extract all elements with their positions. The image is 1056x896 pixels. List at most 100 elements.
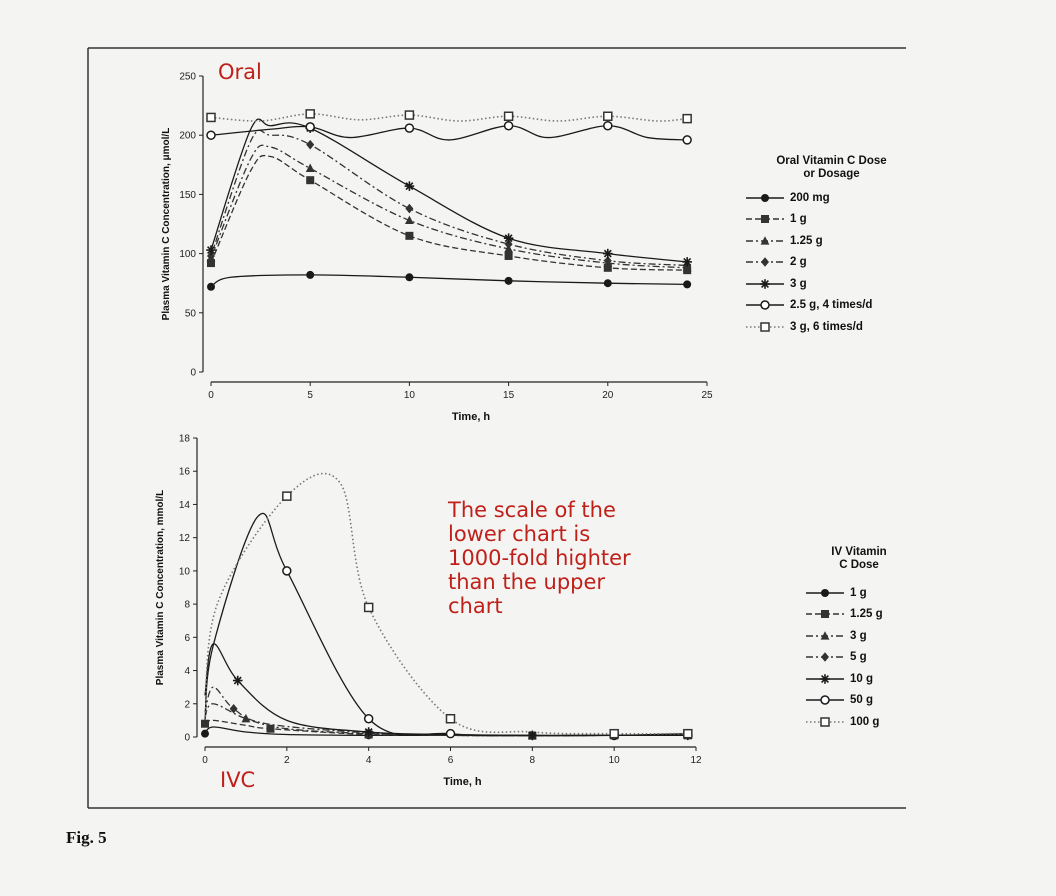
oral-x-tick-label: 20 [602,390,614,401]
ivc-legend-label: 1 g [850,586,867,599]
oral-series-line-0 [210,274,688,288]
oral-y-tick-label: 100 [179,249,196,260]
oral-legend-items: 200 mg 1 g 1.25 g 2 g 3 g 2.5 g, 4 times/d 3 g… [744,187,919,338]
oral-x-axis-label: Time, h [452,411,491,423]
oral-legend-item: 3 g [744,273,919,295]
ivc-series-2-point [241,713,251,723]
ivc-chart: 0 2 4 6 8 10 12 14 16 18 0 2 4 6 8 10 12 Time, h Plasma Vi… [155,434,702,789]
oral-legend-marker [761,215,769,224]
oral-legend-item: 2.5 g, 4 times/d [744,295,919,317]
ivc-legend-swatch [806,610,844,619]
ivc-y-tick-label: 16 [179,467,191,478]
oral-series-1-point [603,263,612,272]
ivc-x-tick-label: 6 [448,755,454,766]
ivc-legend-label: 10 g [850,672,874,685]
oral-legend-item: 1 g [744,209,919,231]
ivc-panel-label: IVC [220,768,256,792]
ivc-y-tick-label: 10 [179,566,191,577]
oral-series-1-point [405,231,414,240]
oral-legend-label: 1 g [790,213,807,226]
oral-chart: 0 50 100 150 200 250 0 5 10 15 20 25 Time, h Plasma V… [161,72,713,424]
ivc-series-4-point [232,675,243,686]
oral-series-1-point [207,259,215,268]
oral-series-0-point [306,270,315,279]
oral-series-0-point [207,282,215,291]
oral-series-5-point [503,120,514,131]
oral-series-0-point [504,276,513,285]
ivc-x-tick-label: 12 [690,755,702,766]
ivc-y-tick-label: 4 [184,666,190,677]
oral-legend-label: 2.5 g, 4 times/d [790,299,873,312]
oral-series-6-point [305,109,315,119]
oral-series-3-point [504,239,513,249]
ivc-legend-item: 10 g [804,668,914,690]
oral-legend-marker [761,257,769,268]
ivc-y-tick-label: 6 [184,633,190,644]
ivc-legend-marker [820,673,830,684]
oral-panel-label: Oral [218,60,262,84]
oral-series-1-point [306,176,315,185]
oral-series-5-point [603,120,613,131]
ivc-x-axis-label: Time, h [443,776,482,788]
ivc-legend-swatch [806,695,844,705]
ivc-legend-swatch [806,717,844,727]
oral-series-6-point [206,112,216,123]
ivc-y-tick-label: 2 [184,699,190,710]
ivc-legend-swatch [806,652,844,663]
oral-series-4-point [503,233,514,244]
ivc-y-tick-label: 8 [184,600,190,611]
oral-legend-title-line1: Oral Vitamin C Dose [776,155,887,167]
ivc-legend-label: 5 g [850,651,867,664]
ivc-series-5-point [363,713,374,724]
oral-series-6-point [682,113,692,124]
oral-y-tick-label: 0 [190,368,196,379]
oral-series-4-point [682,257,692,267]
oral-series-2-point [405,215,414,225]
ivc-x-tick-label: 4 [366,755,372,766]
oral-series-5-point [682,135,692,145]
ivc-x-tick-label: 0 [202,755,208,766]
ivc-y-tick-label: 12 [179,533,191,544]
oral-legend-item: 1.25 g [744,230,919,252]
oral-series-0-point [405,273,414,282]
ivc-series-line-5 [204,513,688,737]
oral-legend-label: 3 g, 6 times/d [790,320,863,333]
ivc-series-6-point [445,713,456,724]
oral-legend-item: 3 g, 6 times/d [744,316,919,338]
oral-y-tick-label: 200 [179,131,196,142]
ivc-series-3-point [229,703,238,714]
oral-series-6-point [404,110,415,120]
ivc-legend-item: 3 g [804,625,914,647]
ivc-legend-marker [821,652,829,663]
oral-legend-marker [760,300,770,310]
ivc-legend-title-line1: IV Vitamin [831,546,887,558]
ivc-y-tick-label: 18 [179,434,191,445]
ivc-series-line-3 [204,686,688,737]
oral-series-6-point [603,111,613,122]
ivc-series-1-point [266,724,275,733]
ivc-legend-marker [821,588,829,597]
figure-label: Fig. 5 [66,828,107,847]
oral-series-3-point [603,255,612,266]
oral-series-1-point [504,251,513,260]
ivc-legend-label: 50 g [850,694,874,707]
ivc-y-tick-label: 0 [184,733,190,744]
oral-series-5-point [305,122,315,132]
ivc-x-tick-label: 8 [530,755,536,766]
oral-series-3-point [405,203,414,214]
ivc-legend-marker [820,630,830,640]
scale-annotation: The scale of the lower chart is 1000-fol… [448,498,631,618]
oral-x-tick-label: 15 [503,390,515,401]
ivc-series-6-point [282,491,292,501]
oral-series-3-point [306,139,315,150]
oral-legend-label: 200 mg [790,191,830,204]
ivc-legend-marker [820,695,830,705]
ivc-series-0-point [201,729,209,738]
ivc-x-tick-label: 10 [609,755,621,766]
oral-legend-marker [760,235,770,245]
oral-legend-item: 2 g [744,252,919,274]
oral-series-5-point [404,123,415,133]
oral-series-4-point [206,245,216,255]
oral-y-tick-label: 50 [185,308,197,319]
